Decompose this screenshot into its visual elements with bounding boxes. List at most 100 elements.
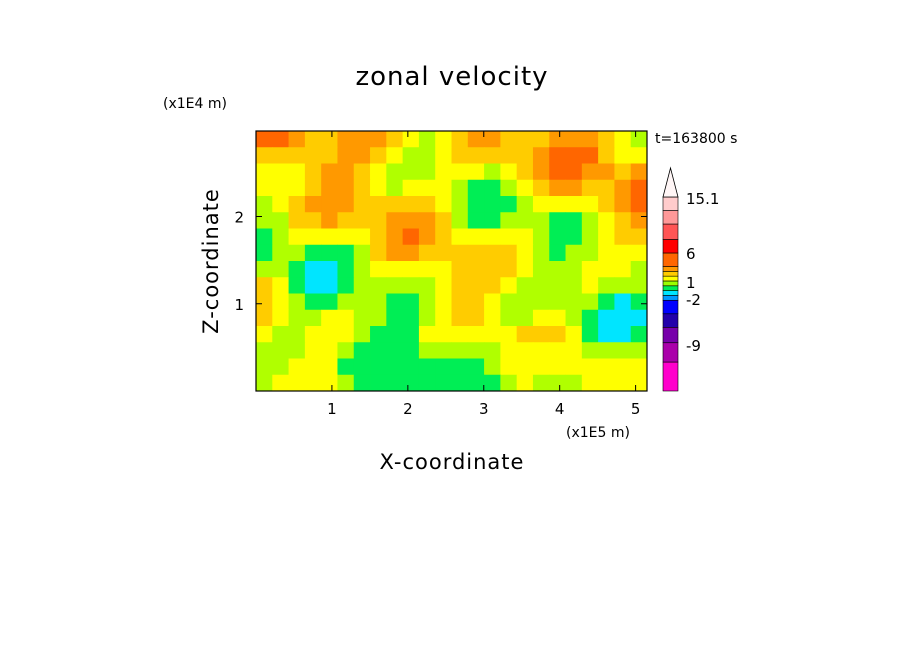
field-cell <box>304 374 322 392</box>
field-cell <box>304 326 322 343</box>
field-cell <box>630 244 648 262</box>
field-cell <box>467 179 485 197</box>
field-cell <box>288 293 306 311</box>
field-cell <box>435 212 452 229</box>
y-tick-label: 1 <box>234 296 244 314</box>
field-cell <box>256 277 273 294</box>
field-cell <box>500 374 518 392</box>
field-cell <box>581 163 599 181</box>
field-cell <box>516 212 534 229</box>
field-cell <box>516 358 534 376</box>
field-cell <box>386 228 404 246</box>
field-cell <box>614 309 632 327</box>
field-cell <box>484 261 501 278</box>
field-cell <box>418 244 436 262</box>
field-cell <box>402 309 420 327</box>
field-cell <box>435 358 452 376</box>
field-cell <box>484 342 501 359</box>
field-cell <box>256 163 273 181</box>
field-cell <box>532 163 550 181</box>
field-cell <box>435 293 452 311</box>
field-cell <box>321 374 338 392</box>
field-cell <box>353 228 371 246</box>
field-cell <box>614 212 632 229</box>
field-cell <box>549 228 566 246</box>
field-cell <box>532 358 550 376</box>
field-cell <box>516 326 534 343</box>
field-cell <box>272 244 289 262</box>
field-cell <box>549 244 566 262</box>
field-cell <box>549 196 566 213</box>
field-cell <box>500 277 518 294</box>
field-cell <box>256 212 273 229</box>
colorbar-level <box>662 295 679 301</box>
field-cell <box>337 196 355 213</box>
field-cell <box>630 309 648 327</box>
field-cell <box>516 196 534 213</box>
field-cell <box>516 147 534 164</box>
field-cell <box>288 358 306 376</box>
field-cell <box>549 358 566 376</box>
field-cell <box>288 309 306 327</box>
colorbar-level <box>662 252 679 267</box>
field-cell <box>565 244 583 262</box>
field-cell <box>516 244 534 262</box>
field-cell <box>614 179 632 197</box>
field-cell <box>549 326 566 343</box>
field-cell <box>321 228 338 246</box>
field-cell <box>500 326 518 343</box>
field-cell <box>451 309 469 327</box>
field-cell <box>435 342 452 359</box>
field-cell <box>321 277 338 294</box>
colorbar-level <box>662 342 679 363</box>
field-cell <box>386 244 404 262</box>
colorbar-label: -2 <box>686 291 701 309</box>
field-cell <box>337 358 355 376</box>
field-cell <box>370 277 387 294</box>
field-cell <box>451 277 469 294</box>
field-cell <box>402 179 420 197</box>
field-cell <box>386 374 404 392</box>
field-cell <box>353 358 371 376</box>
field-cell <box>272 228 289 246</box>
field-cell <box>288 196 306 213</box>
field-cell <box>565 277 583 294</box>
field-cell <box>598 277 615 294</box>
field-cell <box>321 196 338 213</box>
field-cell <box>435 196 452 213</box>
field-cell <box>484 358 501 376</box>
field-cell <box>598 309 615 327</box>
field-cell <box>272 261 289 278</box>
field-cell <box>370 244 387 262</box>
field-cell <box>614 277 632 294</box>
colorbar-level <box>662 361 679 392</box>
field-cell <box>614 326 632 343</box>
field-cell <box>386 358 404 376</box>
field-cell <box>370 212 387 229</box>
field-cell <box>435 244 452 262</box>
field-cell <box>337 212 355 229</box>
field-cell <box>484 228 501 246</box>
field-cell <box>337 326 355 343</box>
colorbar-level <box>662 280 679 287</box>
field-cell <box>353 277 371 294</box>
field-cell <box>598 261 615 278</box>
field-cell <box>565 342 583 359</box>
field-cell <box>418 358 436 376</box>
x-tick-label: 3 <box>479 400 489 418</box>
field-cell <box>532 309 550 327</box>
field-cell <box>581 309 599 327</box>
field-cell <box>630 261 648 278</box>
field-cell <box>386 179 404 197</box>
field-cell <box>321 147 338 164</box>
field-cell <box>451 342 469 359</box>
field-cell <box>451 244 469 262</box>
field-cell <box>402 374 420 392</box>
field-cell <box>386 342 404 359</box>
field-cell <box>402 342 420 359</box>
field-cell <box>418 277 436 294</box>
field-cell <box>532 228 550 246</box>
field-cell <box>451 131 469 148</box>
field-cell <box>549 147 566 164</box>
field-cell <box>418 212 436 229</box>
